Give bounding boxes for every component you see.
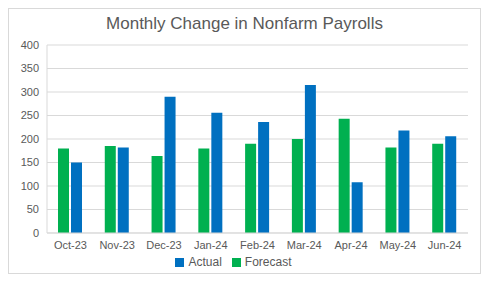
- svg-text:150: 150: [21, 156, 39, 168]
- html-text:Forecast: Forecast: [244, 255, 292, 269]
- svg-text:400: 400: [21, 39, 39, 51]
- svg-text:Oct-23: Oct-23: [54, 239, 87, 251]
- svg-text:100: 100: [21, 180, 39, 192]
- svg-text:300: 300: [21, 86, 39, 98]
- svg-text:Dec-23: Dec-23: [146, 239, 181, 251]
- svg-text:200: 200: [21, 133, 39, 145]
- svg-text:Mar-24: Mar-24: [287, 239, 322, 251]
- html-text:Actual: Actual: [188, 255, 222, 269]
- svg-text:350: 350: [21, 62, 39, 74]
- html-text:Monthly Change in Nonfarm Payr: Monthly Change in Nonfarm Payrolls: [106, 14, 383, 33]
- svg-text:May-24: May-24: [379, 239, 416, 251]
- svg-text:250: 250: [21, 109, 39, 121]
- svg-text:Jan-24: Jan-24: [194, 239, 228, 251]
- svg-text:Jun-24: Jun-24: [428, 239, 462, 251]
- svg-text:0: 0: [33, 227, 39, 239]
- svg-text:Apr-24: Apr-24: [335, 239, 368, 251]
- svg-text:Nov-23: Nov-23: [99, 239, 134, 251]
- svg-text:50: 50: [27, 203, 39, 215]
- svg-text:Feb-24: Feb-24: [240, 239, 275, 251]
